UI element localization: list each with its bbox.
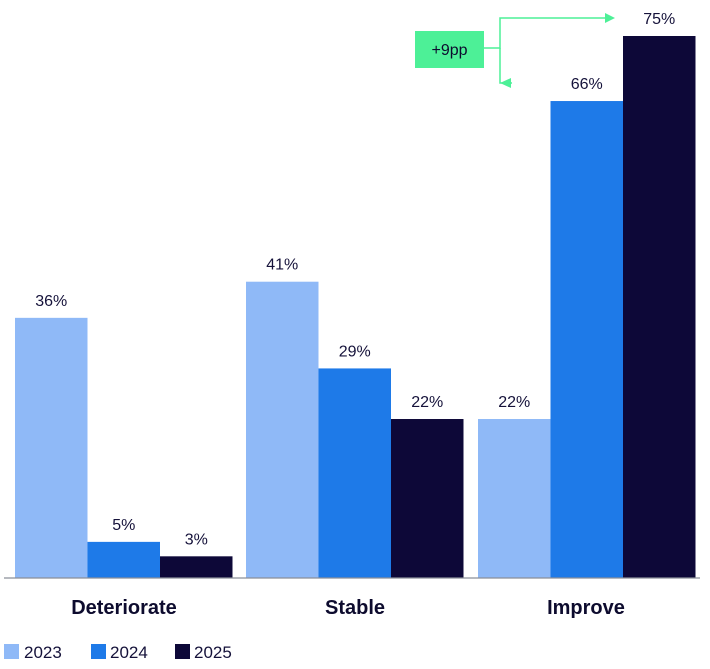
annotation-badge [415,31,484,68]
value-labels-layer: 36% 41% 22% 5% 29% 66% 3% 22% 75% [35,11,675,548]
annotation-connector-top [484,17,605,49]
legend-label-2025: 2025 [194,643,232,662]
value-label-stable-2024: 29% [339,343,371,360]
category-label-deteriorate: Deteriorate [71,597,177,619]
value-label-stable-2023: 41% [266,257,298,274]
legend-swatch-2025 [175,644,190,659]
bar-stable-2023 [246,281,319,578]
value-label-improve-2025: 75% [643,11,675,28]
bars-layer [15,36,696,578]
bar-improve-2025 [623,36,696,578]
value-label-improve-2024: 66% [571,76,603,93]
legend-swatch-2024 [91,644,106,659]
annotation-connector-bottom [499,48,512,84]
arrow-left-icon [500,78,511,88]
value-label-stable-2025: 22% [411,394,443,411]
bar-deteriorate-2025 [160,556,233,578]
category-label-improve: Improve [547,597,625,619]
legend-label-2024: 2024 [110,643,148,662]
value-label-deteriorate-2023: 36% [35,293,67,310]
arrow-right-icon [605,13,615,23]
bar-deteriorate-2024 [87,541,160,578]
legend-label-2023: 2023 [24,643,62,662]
annotation-text: +9pp [431,42,467,59]
legend: 2023 2024 2025 [4,643,232,662]
bar-improve-2024 [550,101,623,578]
legend-swatch-2023 [4,644,19,659]
bar-stable-2025 [391,419,464,578]
bar-stable-2024 [318,368,391,578]
change-annotation: +9pp [415,13,615,88]
bar-improve-2023 [478,419,551,578]
value-label-deteriorate-2024: 5% [112,517,135,534]
category-label-stable: Stable [325,597,385,619]
bar-deteriorate-2023 [15,317,88,578]
value-label-improve-2023: 22% [498,394,530,411]
value-label-deteriorate-2025: 3% [185,531,208,548]
